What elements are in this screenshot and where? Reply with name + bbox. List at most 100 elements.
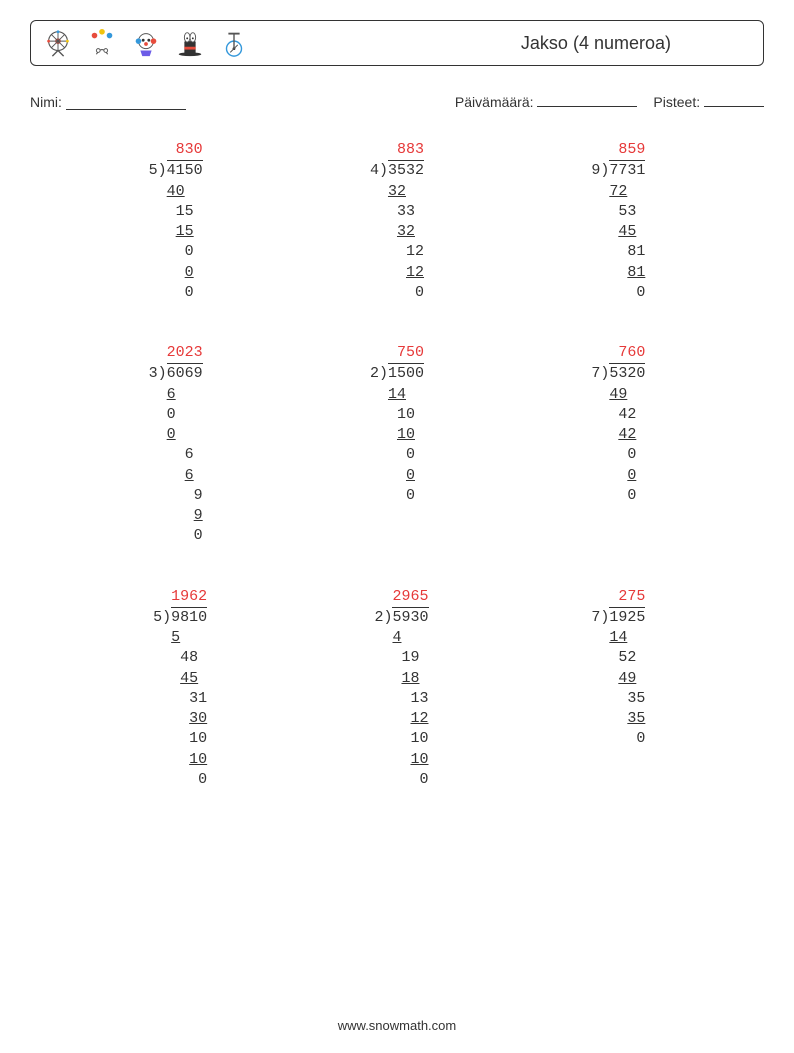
step: 10 — [365, 750, 428, 770]
step: 12 — [370, 263, 424, 283]
divisor-dividend: 2)1500 — [370, 363, 424, 384]
ferris-wheel-icon — [43, 28, 73, 58]
step: 14 — [591, 628, 645, 648]
step: 9 — [149, 486, 203, 506]
step: 0 — [591, 466, 645, 486]
header-bar: Jakso (4 numeroa) — [30, 20, 764, 66]
division-problem: 8834)3532 32 33 32 12 12 0 — [291, 140, 502, 303]
step: 35 — [591, 709, 645, 729]
step: 0 — [149, 242, 203, 262]
quotient: 883 — [370, 140, 424, 160]
step: 49 — [591, 669, 645, 689]
step: 5 — [144, 628, 207, 648]
step: 10 — [370, 425, 424, 445]
step: 10 — [365, 729, 428, 749]
date-label: Päivämäärä: — [455, 94, 534, 110]
name-blank — [66, 94, 186, 110]
step: 32 — [370, 222, 424, 242]
step: 0 — [149, 263, 203, 283]
step: 0 — [365, 770, 428, 790]
divisor-dividend: 5)4150 — [149, 160, 203, 181]
step: 15 — [149, 222, 203, 242]
step: 52 — [591, 648, 645, 668]
divisor-dividend: 7)5320 — [591, 363, 645, 384]
step: 0 — [370, 445, 424, 465]
juggling-icon — [87, 28, 117, 58]
step: 0 — [149, 405, 203, 425]
division-problem: 8305)4150 40 15 15 0 0 0 — [70, 140, 281, 303]
balloon-clown-icon — [131, 28, 161, 58]
step: 40 — [149, 182, 203, 202]
step: 4 — [365, 628, 428, 648]
step: 6 — [149, 385, 203, 405]
divisor-dividend: 5)9810 — [144, 607, 207, 628]
step: 14 — [370, 385, 424, 405]
step: 0 — [591, 729, 645, 749]
score-label: Pisteet: — [653, 94, 700, 110]
header-icons — [43, 28, 249, 58]
step: 0 — [149, 283, 203, 303]
divisor-dividend: 3)6069 — [149, 363, 203, 384]
step: 42 — [591, 405, 645, 425]
division-problem: 7502)1500 14 10 10 0 0 0 — [291, 343, 502, 547]
step: 49 — [591, 385, 645, 405]
step: 12 — [370, 242, 424, 262]
footer-url: www.snowmath.com — [0, 1018, 794, 1033]
info-row: Nimi: Päivämäärä: Pisteet: — [30, 94, 764, 110]
step: 33 — [370, 202, 424, 222]
quotient: 2023 — [149, 343, 203, 363]
quotient: 275 — [591, 587, 645, 607]
divisor-dividend: 9)7731 — [591, 160, 645, 181]
step: 42 — [591, 425, 645, 445]
divisor-dividend: 4)3532 — [370, 160, 424, 181]
division-problem: 29652)5930 4 19 18 13 12 10 10 0 — [291, 587, 502, 791]
step: 9 — [149, 506, 203, 526]
step: 0 — [149, 526, 203, 546]
step: 48 — [144, 648, 207, 668]
step: 0 — [149, 425, 203, 445]
quotient: 830 — [149, 140, 203, 160]
step: 10 — [144, 729, 207, 749]
quotient: 859 — [591, 140, 645, 160]
worksheet-title: Jakso (4 numeroa) — [521, 33, 751, 54]
division-problem: 19625)9810 5 48 45 31 30 10 10 0 — [70, 587, 281, 791]
step: 10 — [144, 750, 207, 770]
step: 32 — [370, 182, 424, 202]
name-label: Nimi: — [30, 94, 62, 110]
step: 0 — [591, 486, 645, 506]
step: 31 — [144, 689, 207, 709]
step: 53 — [591, 202, 645, 222]
step: 0 — [144, 770, 207, 790]
quotient: 1962 — [144, 587, 207, 607]
step: 0 — [591, 283, 645, 303]
step: 30 — [144, 709, 207, 729]
step: 0 — [370, 486, 424, 506]
step: 81 — [591, 242, 645, 262]
step: 0 — [591, 445, 645, 465]
date-blank — [537, 106, 637, 107]
divisor-dividend: 7)1925 — [591, 607, 645, 628]
step: 72 — [591, 182, 645, 202]
step: 45 — [591, 222, 645, 242]
magic-hat-icon — [175, 28, 205, 58]
problems-grid: 8305)4150 40 15 15 0 0 0 8834)3532 32 33… — [30, 140, 764, 790]
step: 12 — [365, 709, 428, 729]
score-blank — [704, 106, 764, 107]
unicycle-icon — [219, 28, 249, 58]
division-problem: 20233)6069 6 0 0 6 6 9 9 0 — [70, 343, 281, 547]
step: 15 — [149, 202, 203, 222]
step: 10 — [370, 405, 424, 425]
step: 18 — [365, 669, 428, 689]
divisor-dividend: 2)5930 — [365, 607, 428, 628]
quotient: 750 — [370, 343, 424, 363]
division-problem: 2757)1925 14 52 49 35 35 0 — [513, 587, 724, 791]
quotient: 2965 — [365, 587, 428, 607]
step: 0 — [370, 466, 424, 486]
step: 81 — [591, 263, 645, 283]
step: 0 — [370, 283, 424, 303]
step: 35 — [591, 689, 645, 709]
division-problem: 8599)7731 72 53 45 81 81 0 — [513, 140, 724, 303]
quotient: 760 — [591, 343, 645, 363]
division-problem: 7607)5320 49 42 42 0 0 0 — [513, 343, 724, 547]
step: 45 — [144, 669, 207, 689]
